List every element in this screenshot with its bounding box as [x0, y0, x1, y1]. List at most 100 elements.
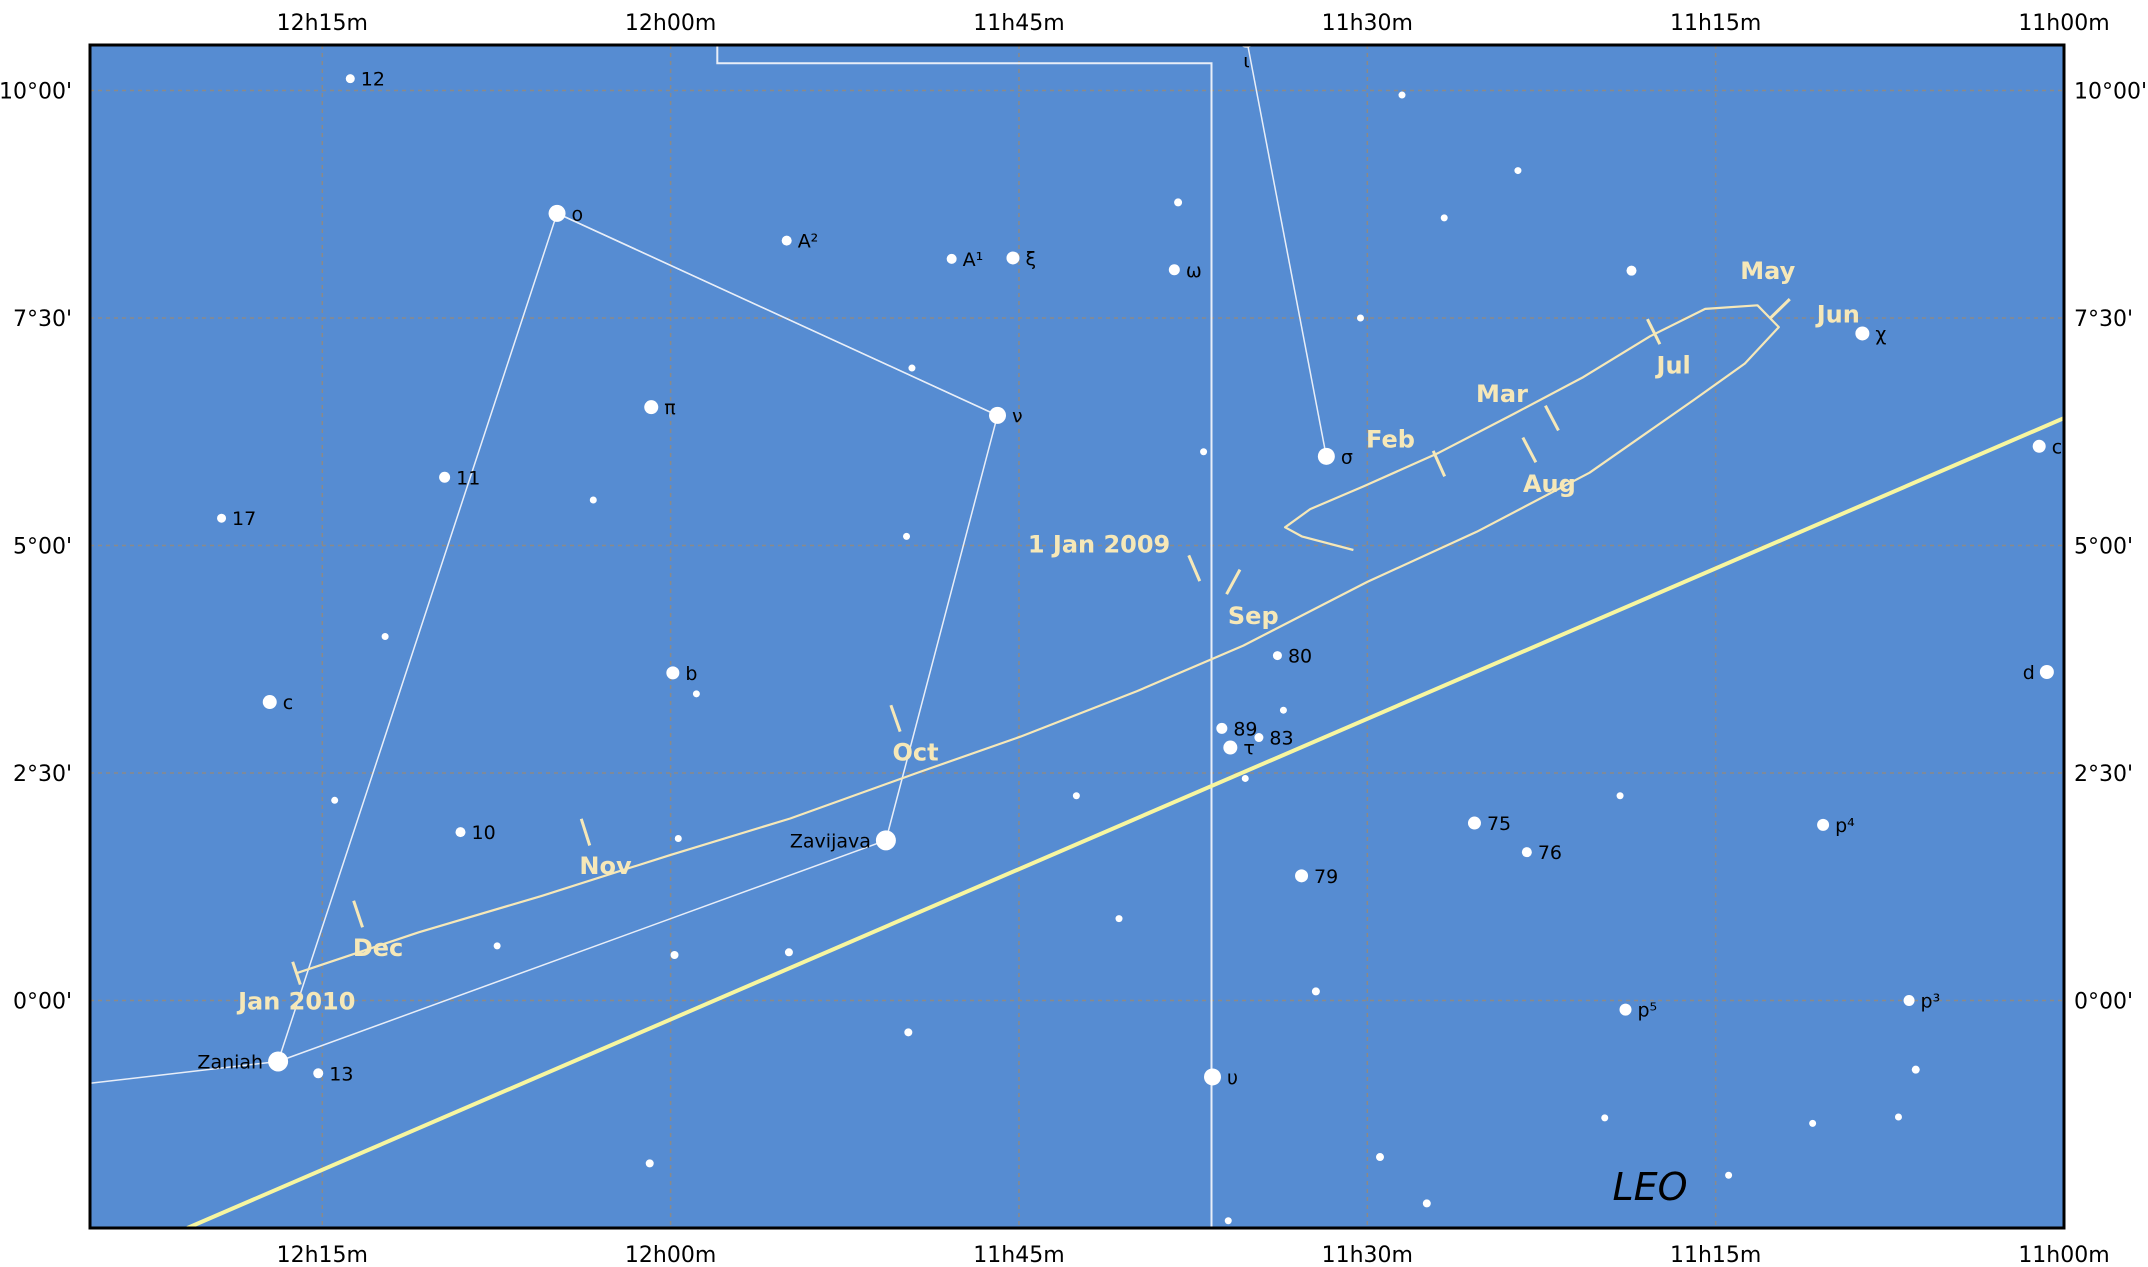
- star: [781, 235, 792, 246]
- dec-tick-label-right: 0°00': [2074, 990, 2133, 1015]
- star: [1200, 448, 1208, 456]
- star: [1903, 995, 1915, 1006]
- star-label: σ: [1341, 446, 1353, 468]
- star-label: 17: [232, 508, 256, 530]
- star-label: b: [685, 663, 697, 685]
- star: [692, 690, 700, 698]
- month-tick: [1187, 554, 1202, 582]
- month-label: Sep: [1228, 602, 1279, 630]
- sky-area: [90, 45, 2064, 1228]
- constellation-line: [277, 212, 999, 1063]
- star-label: Zaniah: [197, 1051, 263, 1073]
- star: [1422, 1199, 1431, 1208]
- month-label: Feb: [1366, 426, 1415, 454]
- star: [331, 796, 339, 804]
- star: [1272, 651, 1282, 661]
- dec-tick-label-right: 7°30': [2074, 307, 2133, 332]
- star: [1911, 1065, 1920, 1074]
- star-label: χ: [1875, 323, 1886, 345]
- star-label: d: [2023, 662, 2035, 684]
- star: [989, 406, 1007, 424]
- ra-tick-label-bottom: 11h15m: [1670, 1243, 1761, 1267]
- month-label: Dec: [353, 934, 403, 962]
- star: [1398, 91, 1406, 99]
- star: [589, 496, 597, 504]
- star: [1006, 251, 1020, 265]
- month-tick: [1646, 318, 1662, 345]
- dec-tick-label-left: 5°00': [13, 535, 72, 560]
- star: [674, 835, 682, 843]
- month-tick: [1768, 298, 1791, 320]
- star: [1619, 1003, 1632, 1016]
- star-label: 11: [456, 467, 480, 489]
- ra-tick-label-top: 11h15m: [1670, 11, 1761, 36]
- constellation-lines: [90, 45, 1328, 1085]
- axis-labels: 12h15m 12h15m 12h00m 12h00m 11h45m 11h45m 11h3…: [0, 11, 2147, 1267]
- month-label: 1 Jan 2009: [1028, 530, 1170, 558]
- star: [1616, 792, 1624, 800]
- star: [644, 400, 659, 415]
- star-label: ω: [1186, 260, 1202, 282]
- star: [1204, 1068, 1222, 1086]
- star-label: 10: [471, 822, 495, 844]
- star: [493, 942, 501, 950]
- ra-tick-label-top: 12h15m: [277, 11, 368, 36]
- ecliptic: [186, 416, 2064, 1228]
- star: [1725, 1171, 1733, 1179]
- star-label: 75: [1487, 813, 1511, 835]
- star-label: A²: [798, 231, 819, 253]
- ra-tick-label-bottom: 11h00m: [2018, 1243, 2109, 1267]
- ra-tick-label-bottom: 11h30m: [1322, 1243, 1413, 1267]
- star: [1467, 816, 1481, 830]
- boundary-line: [716, 45, 1213, 1228]
- dec-tick-label-left: 0°00': [13, 990, 72, 1015]
- star: [670, 951, 679, 959]
- star: [908, 364, 916, 372]
- star: [1311, 987, 1320, 996]
- star: [1356, 314, 1364, 322]
- ra-tick-label-top: 11h00m: [2018, 11, 2109, 36]
- star: [439, 471, 451, 483]
- ra-tick-label-bottom: 11h45m: [973, 1243, 1064, 1267]
- star: [1279, 706, 1287, 714]
- constellation-line: [1246, 45, 1328, 457]
- star-label: 13: [329, 1063, 353, 1085]
- planet-path: [291, 304, 1780, 986]
- month-tick: [1225, 568, 1242, 595]
- star: [1440, 214, 1448, 222]
- star: [784, 948, 793, 957]
- star: [875, 830, 896, 851]
- star: [548, 204, 566, 222]
- month-markers: 1 Jan 2009 Feb Mar May Jul Aug Sep Oct Nov Dec Jun…: [236, 257, 1860, 1016]
- star: [455, 827, 466, 838]
- star: [262, 695, 277, 710]
- month-label: Aug: [1523, 470, 1576, 498]
- star: [645, 1159, 654, 1168]
- star: [1601, 1114, 1609, 1122]
- star: [1809, 1119, 1817, 1127]
- chart-frame: [88, 43, 2066, 1230]
- star-label: π: [664, 397, 675, 419]
- dec-tick-label-right: 2°30': [2074, 762, 2133, 787]
- constellation-boundary: [716, 45, 1213, 1228]
- ra-tick-label-top: 11h30m: [1322, 11, 1413, 36]
- star: [1317, 447, 1335, 465]
- star-label: 83: [1269, 728, 1293, 750]
- star: [666, 666, 680, 680]
- dec-tick-label-left: 7°30': [13, 307, 72, 332]
- star: [2032, 439, 2046, 453]
- star-label: 89: [1233, 718, 1257, 740]
- star-label: p⁵: [1638, 1000, 1658, 1022]
- star: [1375, 1153, 1384, 1162]
- month-label: Oct: [892, 738, 938, 766]
- star: [1521, 847, 1532, 858]
- star: [1514, 167, 1522, 175]
- ra-tick-label-bottom: 12h00m: [625, 1243, 716, 1267]
- star: [1168, 264, 1180, 276]
- star: [1626, 265, 1637, 276]
- star: [1254, 733, 1264, 743]
- stars: 12 ι ο A² A¹ ξ ω ν π 11 17 σ χ c d c b 80 89 83 τ Zavijava 10 7…: [197, 45, 2062, 1225]
- star-label: ξ: [1025, 248, 1036, 270]
- star: [1223, 740, 1238, 755]
- dec-tick-label-left: 2°30': [13, 762, 72, 787]
